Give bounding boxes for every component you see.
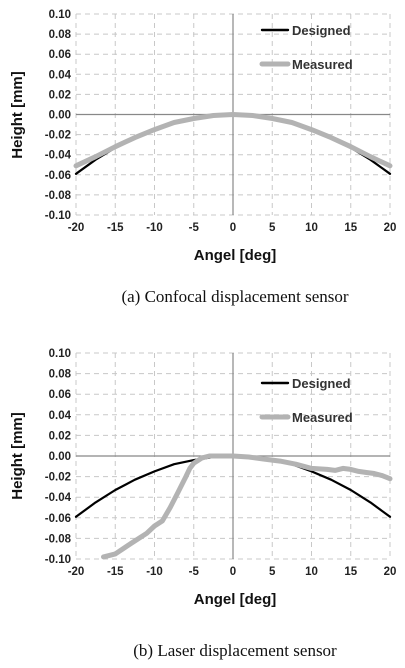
y-tick-label: -0.10 — [45, 554, 71, 566]
legend: Designed Measured — [259, 23, 353, 72]
x-tick-label: 20 — [384, 222, 397, 234]
series-layer — [73, 112, 393, 175]
y-tick-label: 0.08 — [49, 369, 72, 381]
y-tick-label: 0.02 — [49, 89, 71, 101]
series-line-measured — [73, 112, 393, 169]
y-tick-label: -0.10 — [45, 210, 71, 222]
x-tick-label: 15 — [344, 566, 357, 578]
y-tick-label: -0.06 — [45, 170, 71, 182]
y-tick-label: -0.04 — [45, 492, 72, 504]
y-tick-label: -0.08 — [45, 533, 72, 545]
x-tick-label: -15 — [107, 566, 124, 578]
y-tick-label: 0.10 — [49, 9, 71, 21]
legend-label: Designed — [292, 376, 351, 391]
y-tick-label: 0.08 — [49, 29, 72, 41]
y-axis-label: Height [mm] — [9, 412, 26, 500]
x-tick-label: -20 — [68, 222, 85, 234]
legend: Designed Measured — [259, 376, 353, 425]
y-tick-label: 0.10 — [49, 348, 71, 360]
x-tick-label: -10 — [146, 566, 163, 578]
legend-label: Measured — [292, 57, 353, 72]
x-tick-label: 10 — [305, 566, 318, 578]
figure-caption: (b) Laser displacement sensor — [133, 641, 337, 660]
x-tick-label: -5 — [189, 566, 200, 578]
legend-label: Measured — [292, 410, 353, 425]
x-tick-label: 5 — [269, 566, 276, 578]
series-layer — [74, 453, 393, 560]
y-tick-label: -0.04 — [45, 150, 72, 162]
chart-panel-b: 0.10 0.08 0.06 0.04 0.02 0.00 -0.02 -0.04 -0.06 -… — [9, 348, 396, 660]
y-tick-label: 0.06 — [49, 49, 71, 61]
x-tick-label: -20 — [68, 566, 85, 578]
x-tick-label: 10 — [305, 222, 318, 234]
y-tick-label: -0.02 — [45, 472, 71, 484]
x-axis-label: Angel [deg] — [194, 247, 277, 264]
x-tick-label: 0 — [230, 222, 236, 234]
y-tick-label: -0.02 — [45, 130, 71, 142]
y-tick-labels: 0.10 0.08 0.06 0.04 0.02 0.00 -0.02 -0.04 -0.06 -… — [45, 9, 72, 222]
series-line-measured — [101, 453, 393, 560]
x-tick-label: 0 — [230, 566, 236, 578]
x-tick-label: -10 — [146, 222, 163, 234]
x-tick-label: 15 — [344, 222, 357, 234]
y-tick-label: 0.04 — [49, 410, 72, 422]
x-tick-label: -5 — [189, 222, 200, 234]
x-tick-label: -15 — [107, 222, 124, 234]
legend-label: Designed — [292, 23, 351, 38]
y-tick-label: -0.06 — [45, 513, 71, 525]
y-axis-label: Height [mm] — [9, 71, 26, 159]
x-tick-labels: -20 -15 -10 -5 0 5 10 15 20 — [68, 566, 397, 578]
y-tick-label: 0.04 — [49, 69, 72, 81]
y-tick-label: 0.00 — [49, 110, 71, 122]
y-tick-label: 0.02 — [49, 430, 71, 442]
x-axis-label: Angel [deg] — [194, 591, 277, 608]
y-tick-label: 0.06 — [49, 389, 71, 401]
x-tick-labels: -20 -15 -10 -5 0 5 10 15 20 — [68, 222, 397, 234]
x-tick-label: 5 — [269, 222, 276, 234]
y-tick-label: 0.00 — [49, 451, 71, 463]
y-tick-labels: 0.10 0.08 0.06 0.04 0.02 0.00 -0.02 -0.04 -0.06 -… — [45, 348, 72, 566]
x-tick-label: 20 — [384, 566, 397, 578]
chart-panel-a: 0.10 0.08 0.06 0.04 0.02 0.00 -0.02 -0.04 -0.06 -… — [9, 9, 396, 306]
figure-caption: (a) Confocal displacement sensor — [121, 287, 348, 306]
y-tick-label: -0.08 — [45, 190, 72, 202]
